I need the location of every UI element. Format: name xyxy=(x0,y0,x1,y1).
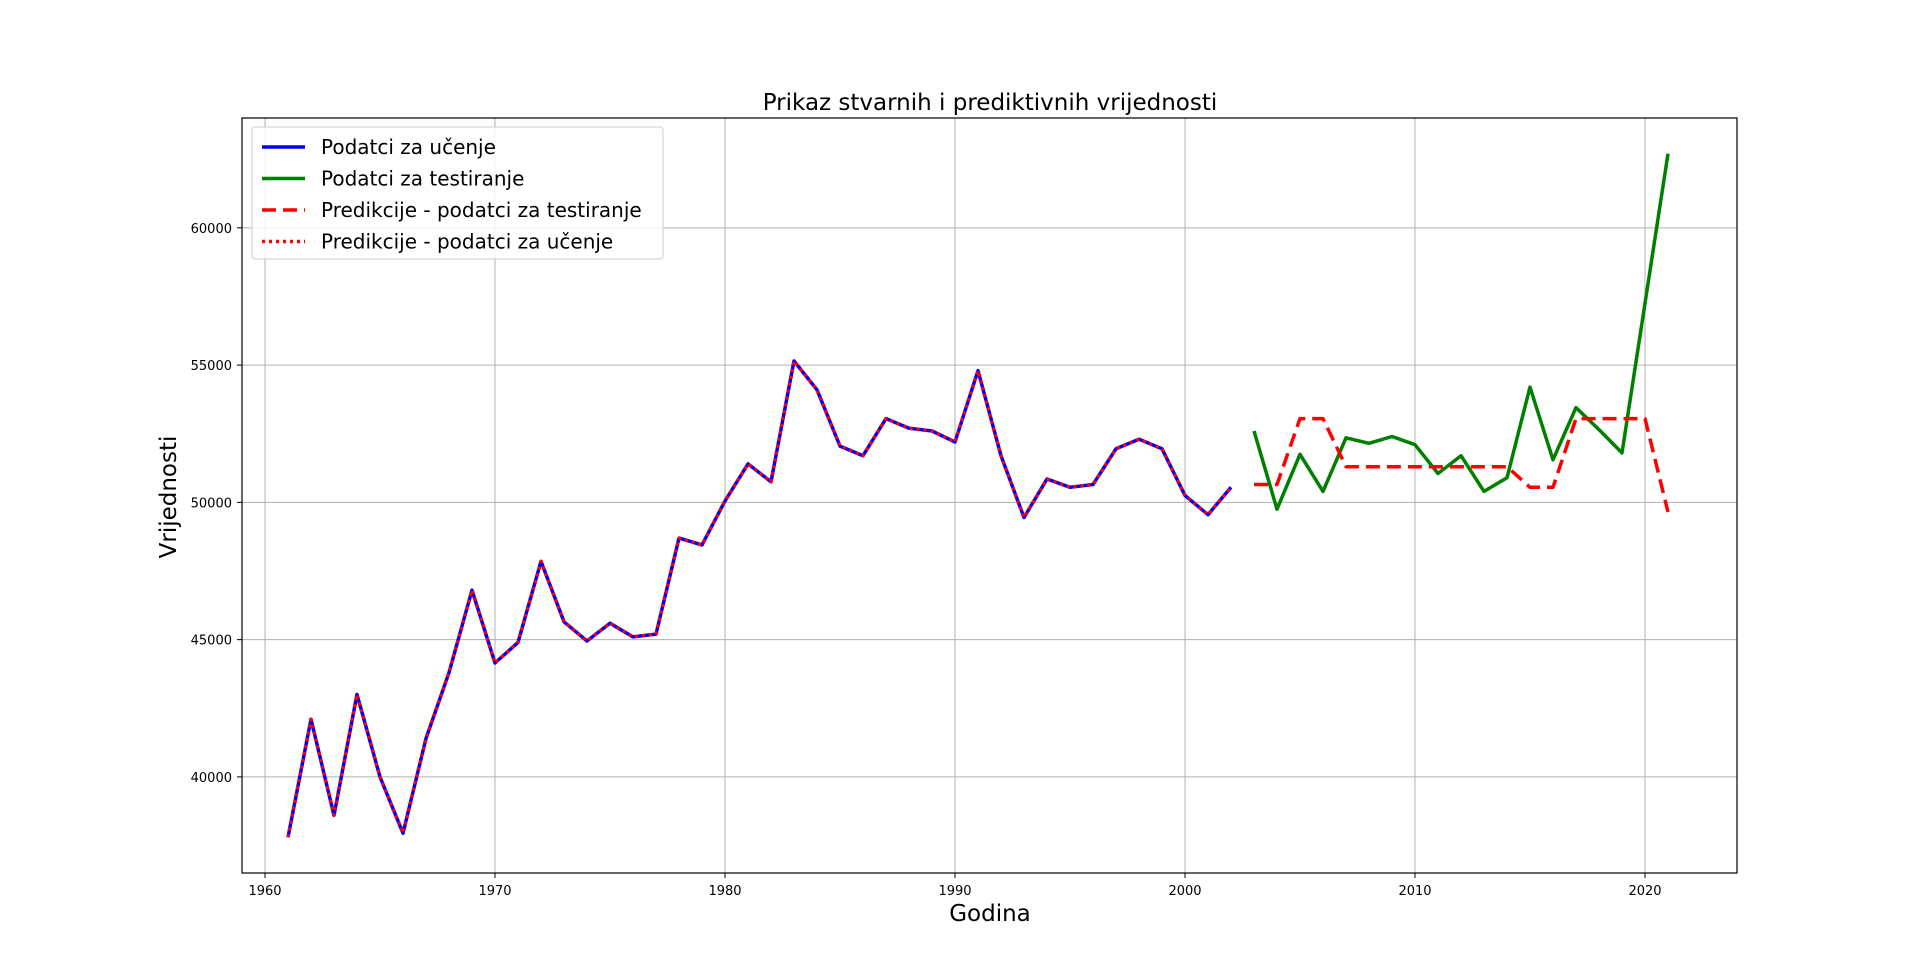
chart-title: Prikaz stvarnih i prediktivnih vrijednos… xyxy=(763,90,1218,116)
legend: Podatci za učenje Podatci za testiranje Pr… xyxy=(251,126,664,260)
series-line-2 xyxy=(1252,153,1670,511)
plot-lines xyxy=(286,153,1670,838)
x-tick-label: 2000 xyxy=(1168,884,1201,899)
axis-ticks: 1960 1970 1980 1990 2000 2010 2020 40000 45000 50… xyxy=(191,222,1662,899)
legend-label-1: Podatci za učenje xyxy=(321,135,496,159)
x-tick-label: 1990 xyxy=(938,884,971,899)
legend-label-3: Predikcije - podatci za testiranje xyxy=(321,198,642,222)
axes-frame xyxy=(241,117,1738,874)
y-tick-label: 55000 xyxy=(191,359,232,374)
x-tick-label: 1960 xyxy=(248,884,281,899)
y-tick-label: 50000 xyxy=(191,496,232,511)
grid-lines xyxy=(242,118,1737,873)
legend-label-2: Podatci za testiranje xyxy=(321,167,524,191)
legend-box xyxy=(251,126,664,260)
x-tick-label: 1970 xyxy=(478,884,511,899)
y-axis-label: Vrijednosti xyxy=(156,436,182,559)
series-line-3 xyxy=(1254,416,1670,513)
x-tick-label: 2020 xyxy=(1628,884,1661,899)
x-tick-label: 2010 xyxy=(1398,884,1431,899)
y-tick-label: 40000 xyxy=(191,771,232,786)
y-tick-label: 45000 xyxy=(191,634,232,649)
x-axis-label: Godina xyxy=(949,901,1031,927)
legend-label-4: Predikcije - podatci za učenje xyxy=(321,230,613,254)
x-tick-label: 1980 xyxy=(708,884,741,899)
y-tick-label: 60000 xyxy=(191,222,232,237)
series-line-4 xyxy=(286,359,1233,838)
